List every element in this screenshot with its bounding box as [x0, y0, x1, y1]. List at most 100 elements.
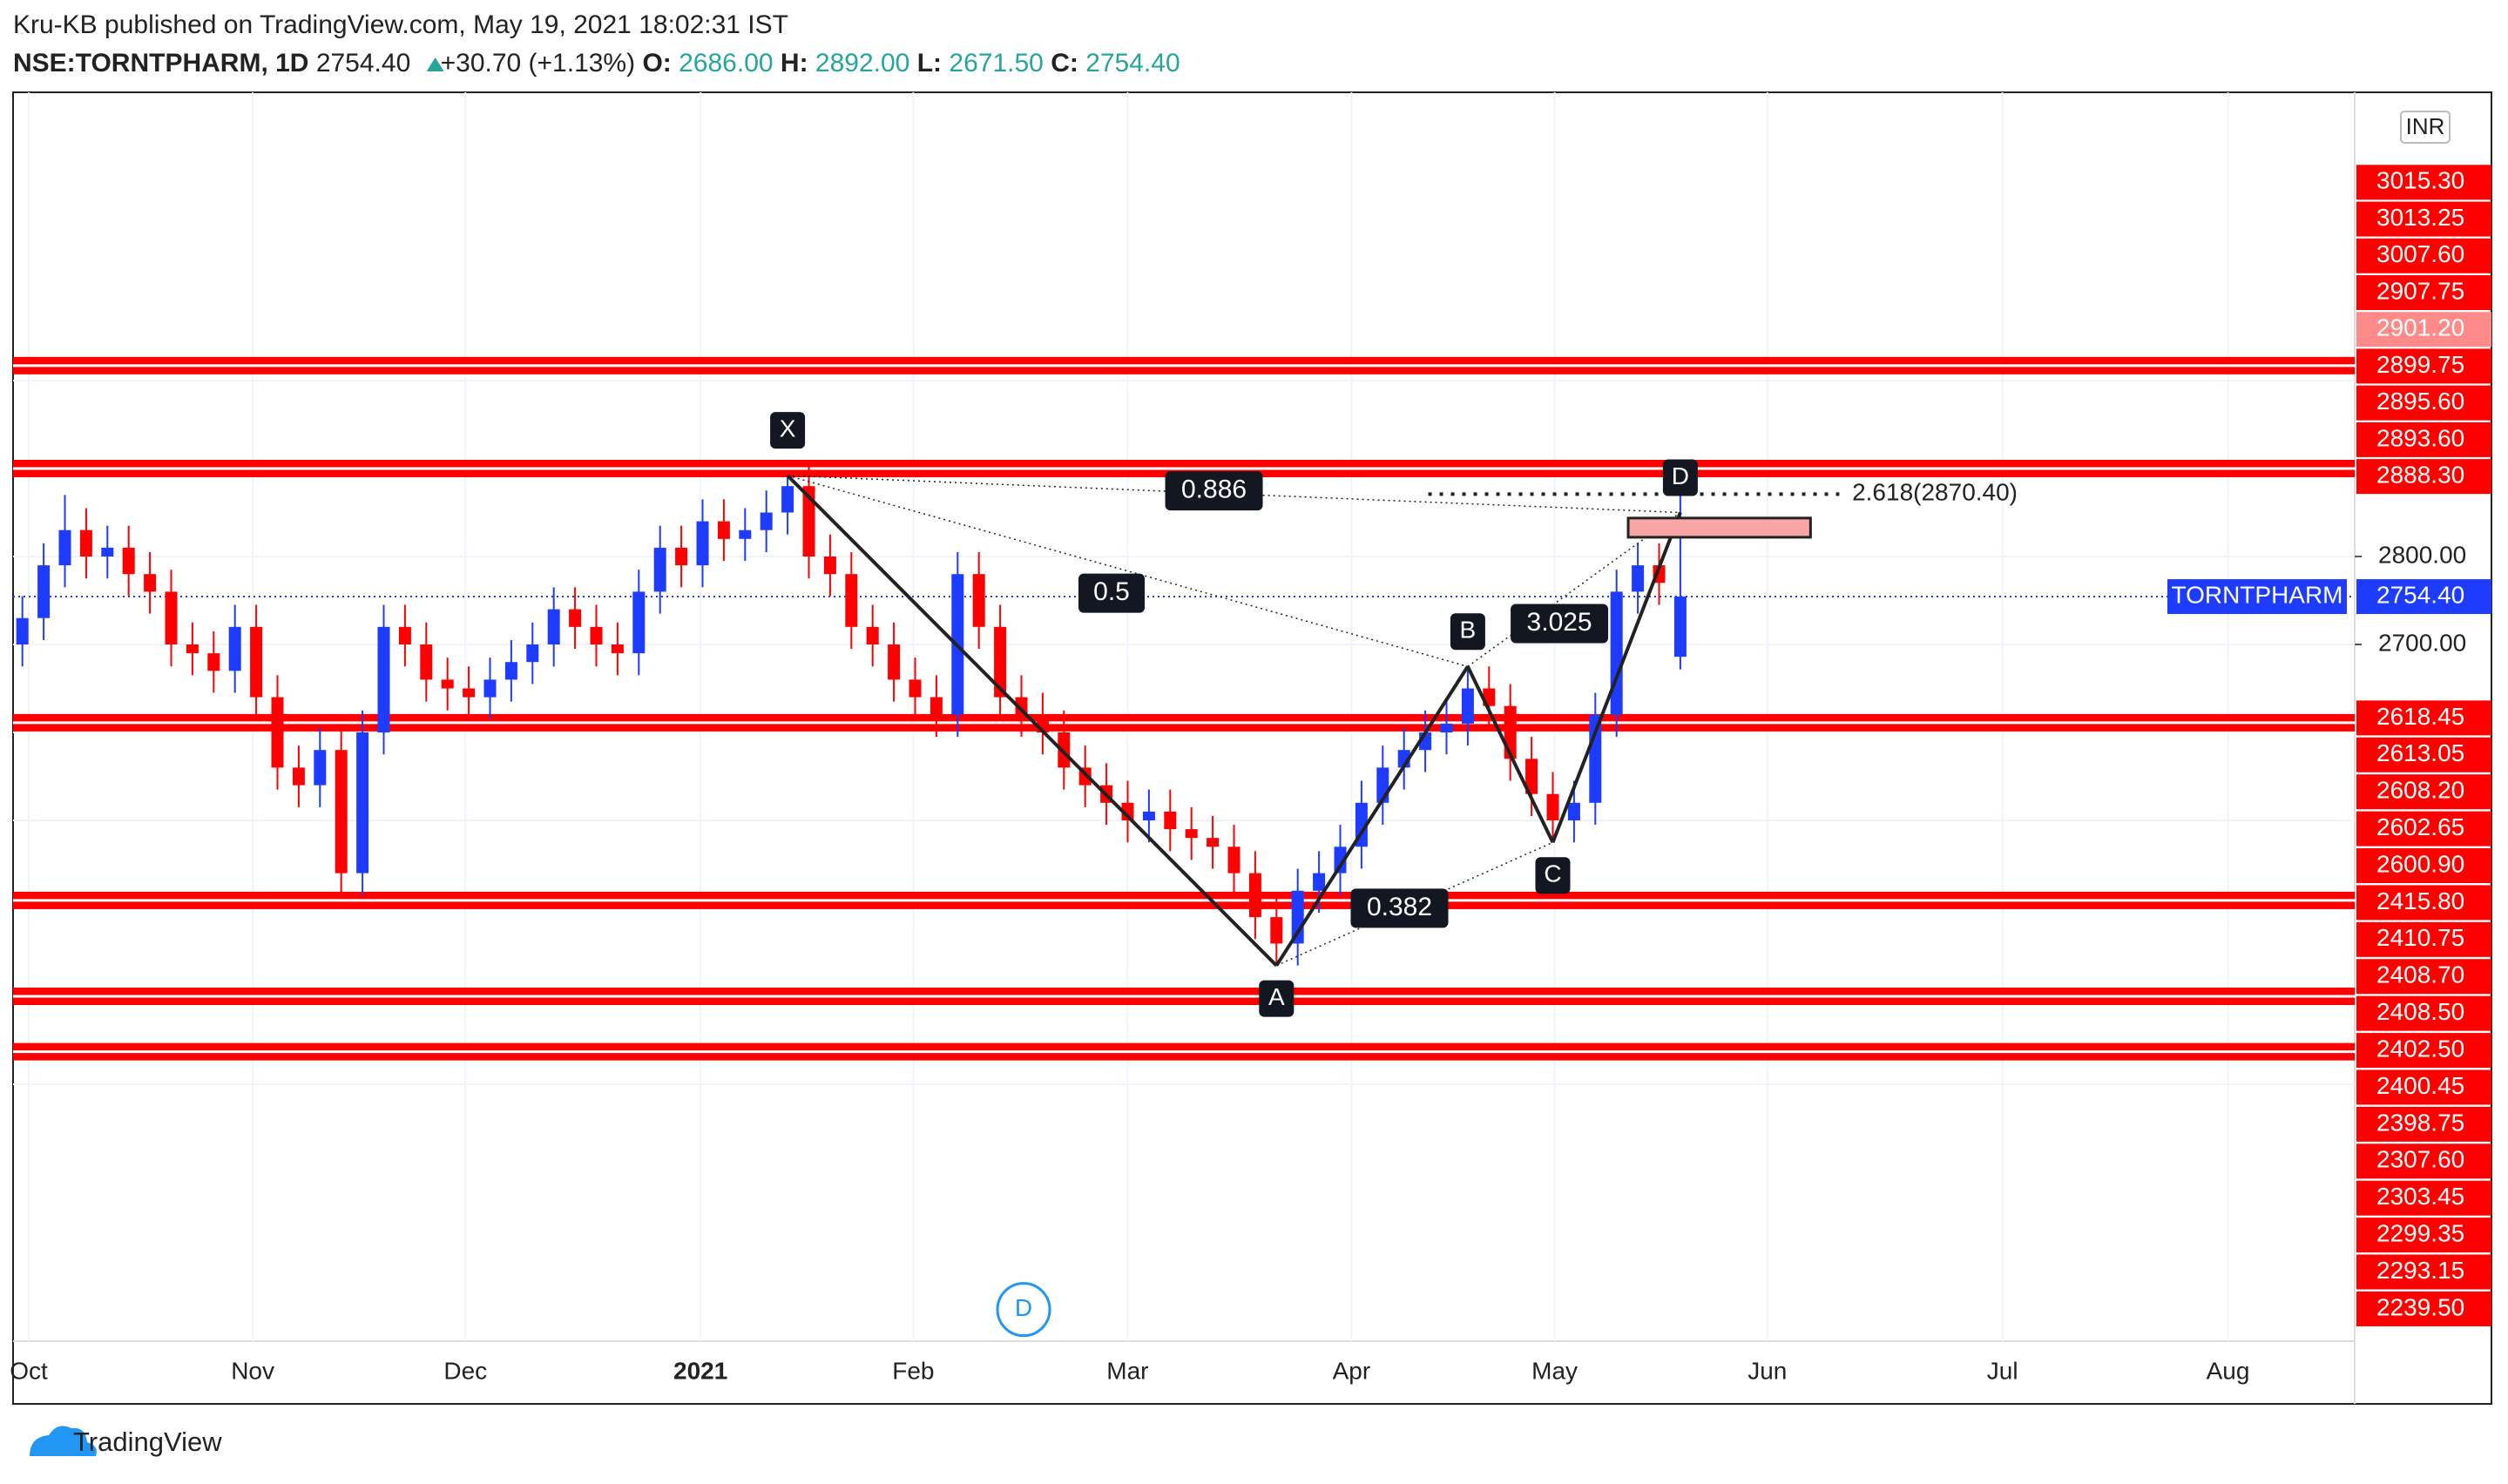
level-label-bg: [2356, 274, 2491, 310]
level-label: 2408.70: [2376, 961, 2464, 988]
candles: [16, 463, 1687, 966]
symbol-tag: TORNTPHARM: [2171, 581, 2342, 608]
level-label-bg: [2356, 422, 2491, 457]
month-label: Mar: [1106, 1357, 1148, 1384]
level-label-bg: [2356, 848, 2491, 884]
point-label-bg: [1662, 459, 1698, 496]
level-label-bg: [2356, 312, 2491, 347]
last-price: 2754.40: [316, 49, 410, 78]
point-label-bg: [1535, 857, 1571, 894]
candle-body: [314, 750, 327, 786]
candle-body: [760, 512, 773, 530]
current-price-label: 2754.40: [2376, 581, 2464, 608]
candle-body: [1291, 890, 1304, 944]
level-label: 3007.60: [2376, 240, 2464, 267]
level-label: 2398.75: [2376, 1109, 2464, 1136]
point-label-bg: [1450, 613, 1485, 651]
candle-body: [335, 750, 348, 874]
level-label-bg: [2356, 238, 2491, 273]
candle-body: [1525, 759, 1538, 794]
level-label: 2410.75: [2376, 924, 2464, 951]
level-label-bg: [2356, 737, 2491, 772]
candle-body: [377, 626, 390, 732]
level-label-bg: [2356, 459, 2491, 495]
level-label-bg: [2356, 1218, 2491, 1253]
level-label-bg: [2356, 885, 2491, 921]
candle-body: [802, 486, 815, 556]
level-label: 2239.50: [2376, 1293, 2464, 1320]
prz-box: [1626, 516, 1812, 539]
level-label: 2901.20: [2376, 314, 2464, 341]
ohlc-value: 2671.50: [949, 49, 1043, 78]
candle-body: [1015, 697, 1028, 715]
candle-body: [590, 626, 603, 644]
candle-body: [823, 556, 836, 575]
level-label-bg: [2356, 385, 2491, 421]
header: Kru-KB published on TradingView.com, May…: [13, 10, 1180, 78]
target-label: 2.618(2870.40): [1852, 479, 2018, 506]
level-label: 2895.60: [2376, 388, 2464, 415]
candle-body: [1334, 847, 1347, 874]
ohlc-label: C:: [1051, 49, 1078, 78]
level-label-bg: [2356, 811, 2491, 847]
ratio-label: 3.025: [1527, 608, 1592, 637]
ohlc-label: H:: [781, 49, 808, 78]
candle-body: [526, 644, 539, 663]
level-label-bg: [2356, 348, 2491, 384]
candle-body: [420, 644, 433, 680]
candle-body: [79, 530, 92, 556]
point-label: C: [1544, 860, 1561, 887]
candle-body: [483, 679, 497, 698]
ratio-label: 0.382: [1367, 893, 1432, 921]
candle-body: [845, 574, 858, 627]
point-label: A: [1268, 983, 1285, 1010]
level-label: 2400.45: [2376, 1072, 2464, 1099]
candle-body: [228, 626, 241, 671]
candle-body: [101, 547, 114, 556]
candle-body: [16, 617, 29, 644]
candle-body: [994, 626, 1007, 698]
level-label-bg: [2356, 1254, 2491, 1290]
candle-body: [888, 644, 901, 680]
level-label: 2907.75: [2376, 277, 2464, 304]
level-label: 2402.50: [2376, 1035, 2464, 1062]
candle-body: [1440, 723, 1453, 732]
candle-body: [165, 591, 178, 644]
candle-body: [1567, 802, 1580, 820]
pattern: 2.618(2870.40) X A B C D 0.886 0.5 0.382 3.025 D: [770, 412, 2018, 1338]
candle-body: [1227, 847, 1240, 874]
level-label-bg: [2356, 1069, 2491, 1105]
candle-body: [972, 574, 985, 627]
ratio-label-bg: [1350, 888, 1449, 928]
event-marker: [996, 1282, 1051, 1338]
ratio-line: [1275, 841, 1553, 967]
candle-body: [1461, 688, 1474, 724]
candle-body: [1058, 732, 1071, 768]
ratio-label-bg: [1165, 471, 1263, 511]
brand: TradingView: [73, 1427, 222, 1457]
candle-body: [1632, 565, 1645, 592]
month-label: Oct: [10, 1357, 48, 1384]
candle-body: [547, 609, 560, 644]
candle-body: [1610, 591, 1623, 715]
month-label: Feb: [892, 1357, 934, 1384]
candle-body: [292, 767, 305, 786]
level-label: 2415.80: [2376, 887, 2464, 914]
level-label: 2299.35: [2376, 1220, 2464, 1247]
symbol-tag-bg: [2167, 579, 2347, 615]
leg-line: [1551, 511, 1682, 843]
level-label: 3013.25: [2376, 204, 2464, 231]
publisher: Kru-KB published on TradingView.com, May…: [13, 10, 788, 39]
candle-body: [675, 547, 688, 566]
level-label: 2618.45: [2376, 703, 2464, 730]
level-label: 2303.45: [2376, 1183, 2464, 1210]
candle-body: [717, 521, 730, 539]
footer-logo: TradingView: [30, 1426, 222, 1457]
level-label: 2602.65: [2376, 813, 2464, 840]
candle-body: [1207, 838, 1220, 847]
level-label-bg: [2356, 201, 2491, 237]
candle-body: [1121, 802, 1134, 820]
point-label: B: [1460, 617, 1477, 644]
leg-line: [1466, 665, 1555, 844]
